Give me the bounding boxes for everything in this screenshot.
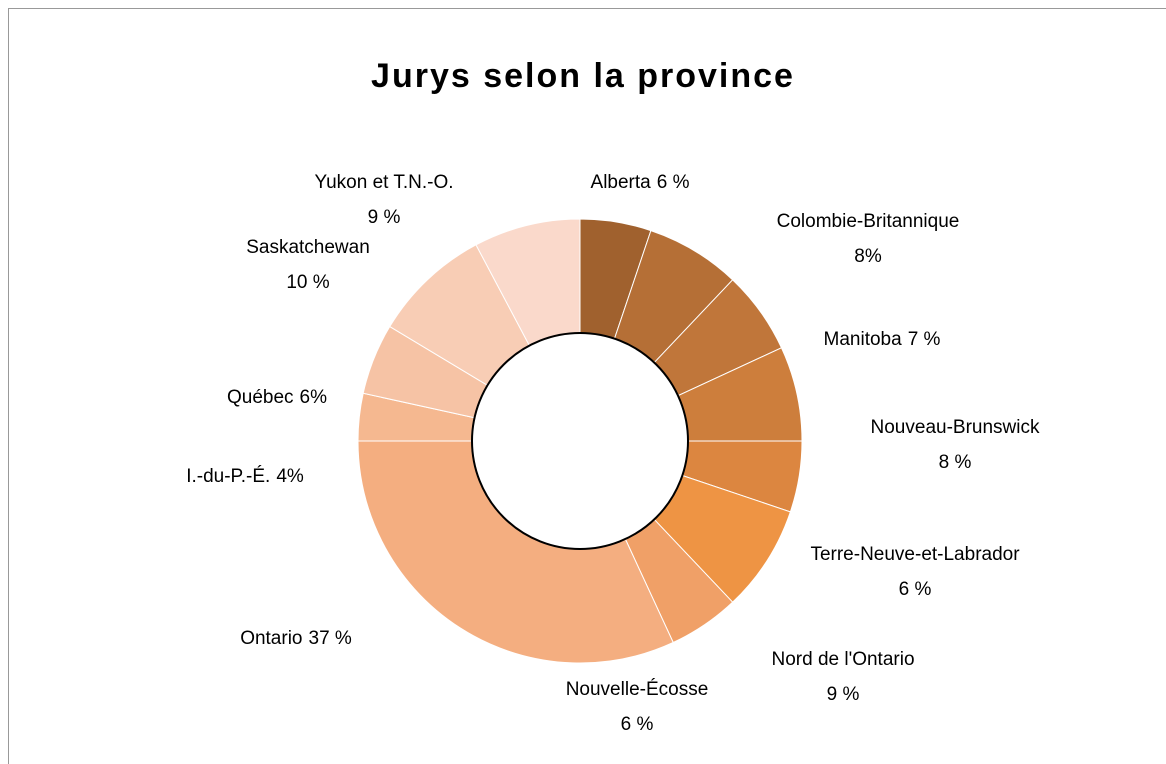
data-label: Alberta 6 % (591, 172, 690, 193)
category-name: Colombie-Britannique (777, 211, 960, 232)
value-label: 8% (854, 246, 882, 267)
donut-hole-edge (471, 332, 689, 550)
value-label: 4% (276, 466, 304, 487)
value-label: 7 % (908, 329, 941, 350)
data-label: Ontario 37 % (240, 628, 352, 649)
value-label: 6% (300, 387, 328, 408)
category-name: Québec (227, 387, 294, 408)
category-name: Terre-Neuve-et-Labrador (810, 544, 1020, 565)
data-label: Manitoba 7 % (824, 329, 941, 350)
category-name: Ontario (240, 628, 302, 649)
data-label: Terre-Neuve-et-Labrador 6 % (810, 544, 1020, 600)
category-name: Nouveau-Brunswick (871, 417, 1040, 438)
data-label: Québec 6% (227, 387, 327, 408)
category-name: I.-du-P.-É. (186, 466, 270, 487)
category-name: Nouvelle-Écosse (566, 679, 709, 700)
data-label: Yukon et T.N.-O. 9 % (314, 172, 453, 228)
category-name: Yukon et T.N.-O. (314, 172, 453, 193)
value-label: 6 % (621, 714, 654, 735)
data-label: I.-du-P.-É. 4% (186, 466, 304, 487)
value-label: 6 % (899, 579, 932, 600)
data-label: Nord de l'Ontario 9 % (771, 649, 914, 705)
value-label: 8 % (939, 452, 972, 473)
data-label: Saskatchewan 10 % (246, 237, 370, 293)
category-name: Nord de l'Ontario (771, 649, 914, 670)
value-label: 10 % (286, 272, 329, 293)
chart-title: Jurys selon la province (371, 57, 795, 95)
value-label: 6 % (657, 172, 690, 193)
category-name: Alberta (591, 172, 652, 193)
category-name: Manitoba (824, 329, 903, 350)
data-label: Nouvelle-Écosse 6 % (566, 679, 709, 735)
value-label: 9 % (368, 207, 401, 228)
data-label: Nouveau-Brunswick 8 % (871, 417, 1040, 473)
value-label: 9 % (827, 684, 860, 705)
category-name: Saskatchewan (246, 237, 370, 258)
value-label: 37 % (309, 628, 352, 649)
data-label: Colombie-Britannique 8% (777, 211, 960, 267)
